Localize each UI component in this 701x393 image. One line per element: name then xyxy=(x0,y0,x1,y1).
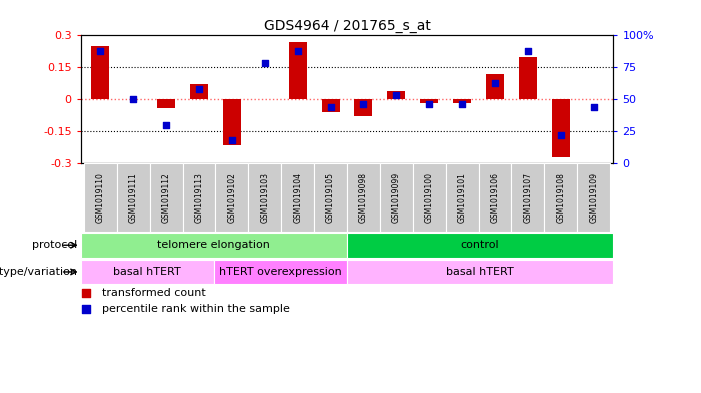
Point xyxy=(81,306,92,312)
Point xyxy=(292,48,304,54)
Bar xyxy=(91,46,109,99)
Text: GSM1019104: GSM1019104 xyxy=(293,172,302,223)
Point xyxy=(522,48,533,54)
Point xyxy=(128,96,139,102)
Bar xyxy=(453,99,471,103)
Point xyxy=(161,122,172,128)
Point xyxy=(555,132,566,138)
Bar xyxy=(519,57,537,99)
Text: telomere elongation: telomere elongation xyxy=(157,240,271,250)
Bar xyxy=(289,42,307,99)
Text: transformed count: transformed count xyxy=(102,288,205,298)
Point xyxy=(259,61,271,67)
Point xyxy=(193,86,205,92)
Point xyxy=(358,101,369,107)
Bar xyxy=(214,260,347,284)
Point xyxy=(95,48,106,54)
Bar xyxy=(544,163,577,232)
Text: GSM1019101: GSM1019101 xyxy=(458,172,467,223)
Text: GSM1019105: GSM1019105 xyxy=(326,172,335,223)
Bar xyxy=(413,163,446,232)
Text: GSM1019102: GSM1019102 xyxy=(227,172,236,223)
Bar xyxy=(380,163,413,232)
Bar xyxy=(117,163,150,232)
Point xyxy=(588,104,599,110)
Text: GSM1019107: GSM1019107 xyxy=(524,172,532,223)
Bar xyxy=(355,99,372,116)
Title: GDS4964 / 201765_s_at: GDS4964 / 201765_s_at xyxy=(264,19,430,33)
Text: GSM1019109: GSM1019109 xyxy=(589,172,598,223)
Text: GSM1019100: GSM1019100 xyxy=(425,172,434,223)
Bar xyxy=(387,91,405,99)
Text: genotype/variation: genotype/variation xyxy=(0,267,77,277)
Text: hTERT overexpression: hTERT overexpression xyxy=(219,267,342,277)
Text: GSM1019111: GSM1019111 xyxy=(129,172,137,223)
Bar xyxy=(347,163,380,232)
Bar xyxy=(347,260,613,284)
Text: control: control xyxy=(461,240,500,250)
Point xyxy=(489,79,501,86)
Bar xyxy=(347,233,613,257)
Bar xyxy=(223,99,241,145)
Bar xyxy=(314,163,347,232)
Bar xyxy=(479,163,512,232)
Point xyxy=(325,104,336,110)
Text: GSM1019113: GSM1019113 xyxy=(194,172,203,223)
Bar xyxy=(420,99,438,103)
Point xyxy=(423,101,435,107)
Text: percentile rank within the sample: percentile rank within the sample xyxy=(102,304,290,314)
Text: basal hTERT: basal hTERT xyxy=(447,267,514,277)
Bar xyxy=(84,163,117,232)
Text: GSM1019106: GSM1019106 xyxy=(491,172,500,223)
Bar xyxy=(322,99,339,112)
Text: GSM1019112: GSM1019112 xyxy=(162,172,170,223)
Bar xyxy=(281,163,314,232)
Bar xyxy=(512,163,544,232)
Point xyxy=(81,290,92,296)
Text: GSM1019110: GSM1019110 xyxy=(96,172,105,223)
Bar xyxy=(150,163,182,232)
Bar xyxy=(446,163,479,232)
Bar xyxy=(577,163,610,232)
Text: GSM1019108: GSM1019108 xyxy=(557,172,565,223)
Text: GSM1019099: GSM1019099 xyxy=(392,172,401,223)
Point xyxy=(390,92,402,99)
Bar xyxy=(248,163,281,232)
Text: GSM1019098: GSM1019098 xyxy=(359,172,368,223)
Bar xyxy=(552,99,570,157)
Bar xyxy=(81,233,347,257)
Point xyxy=(226,137,238,143)
Bar xyxy=(486,73,504,99)
Bar xyxy=(182,163,215,232)
Text: basal hTERT: basal hTERT xyxy=(114,267,181,277)
Bar xyxy=(190,84,208,99)
Bar xyxy=(157,99,175,108)
Text: GSM1019103: GSM1019103 xyxy=(260,172,269,223)
Text: protocol: protocol xyxy=(32,240,77,250)
Bar xyxy=(81,260,214,284)
Point xyxy=(456,101,468,107)
Bar xyxy=(215,163,248,232)
